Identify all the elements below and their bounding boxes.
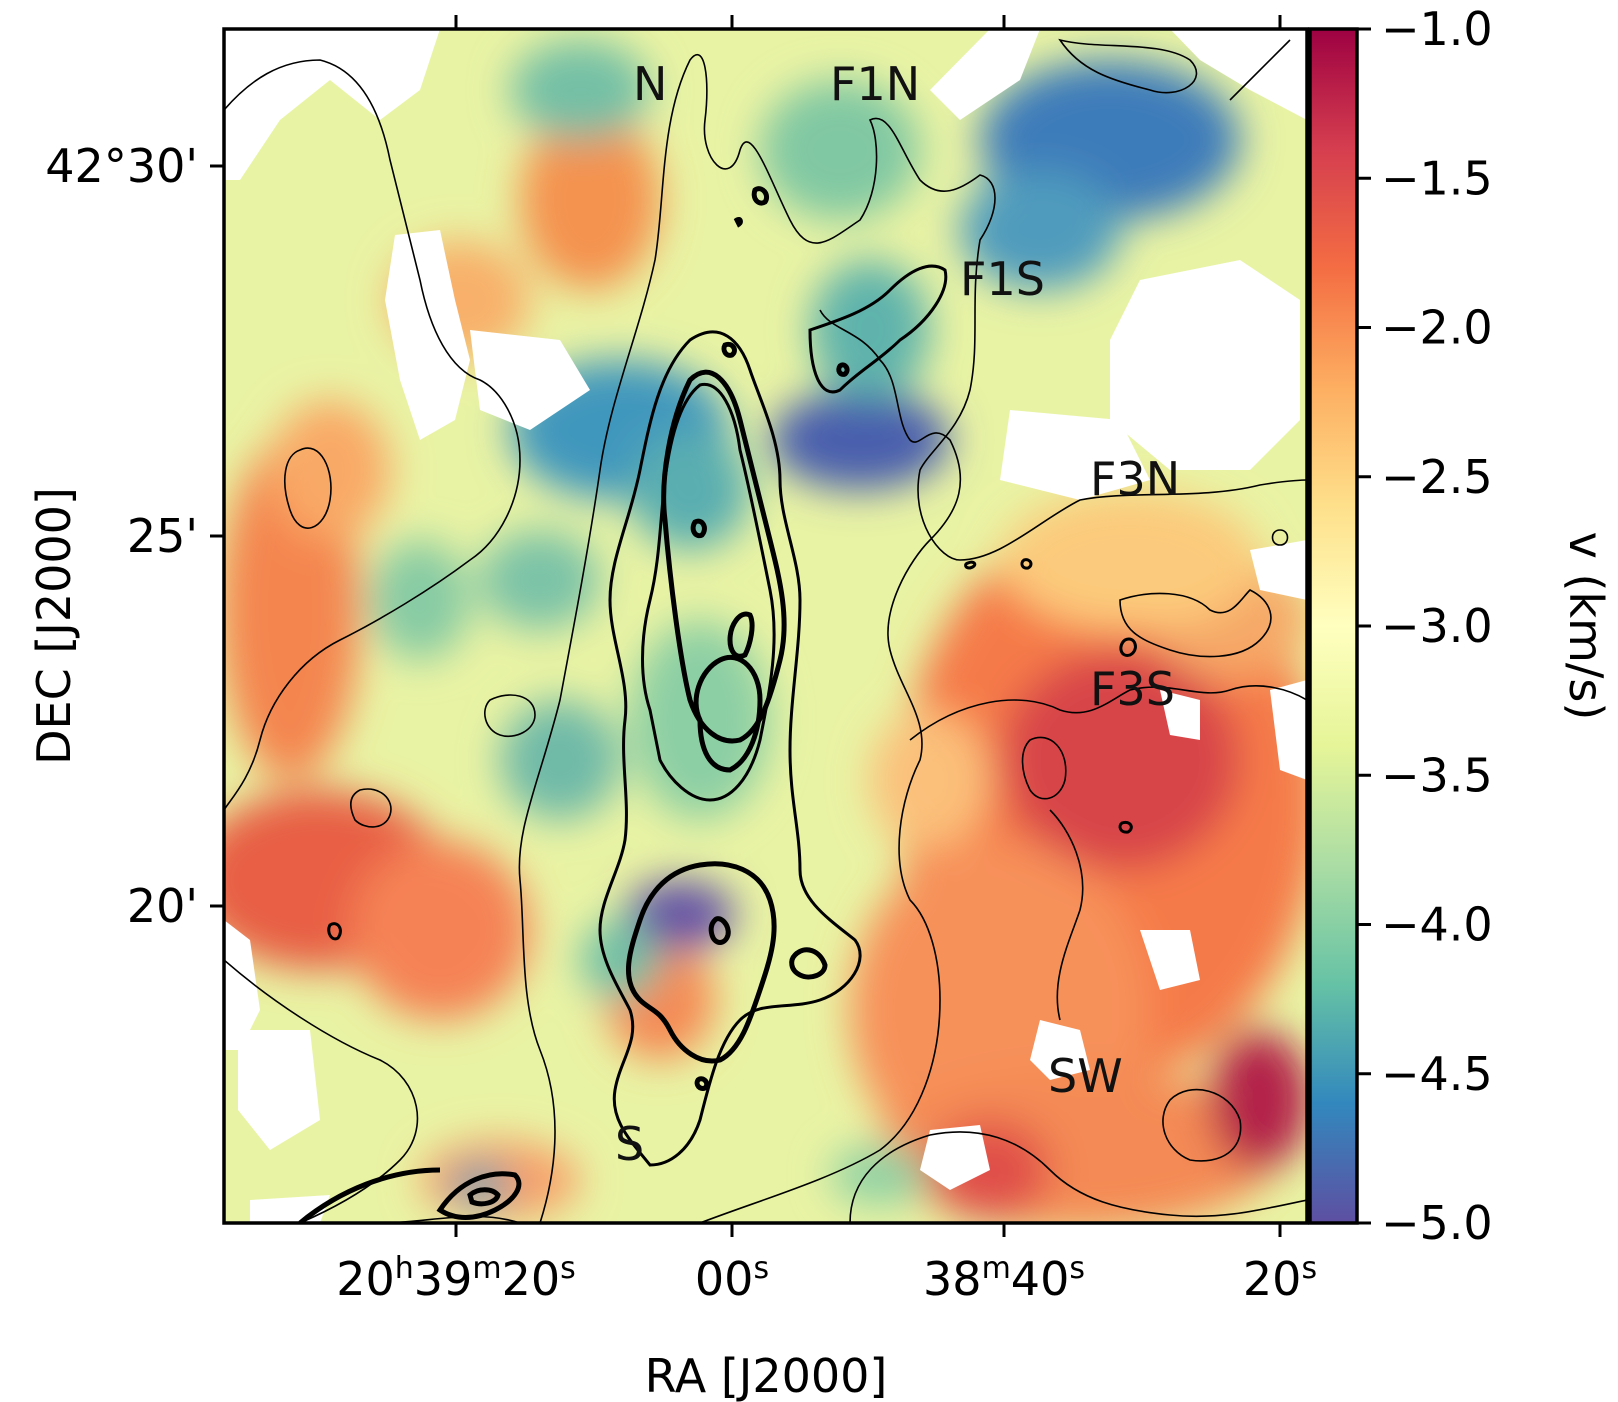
colorbar-tick-label: −5.0 <box>1381 1196 1493 1250</box>
y-axis-title: DEC [J2000] <box>27 487 81 765</box>
colorbar-tick-label: −2.5 <box>1381 450 1493 504</box>
region-label: F1S <box>960 252 1045 306</box>
colorbar-tick-label: −1.0 <box>1381 2 1493 56</box>
x-tick-label: 38m40s <box>923 1251 1085 1307</box>
x-axis <box>454 15 1282 1237</box>
plot-frame <box>222 27 1309 1225</box>
region-label: F3S <box>1090 662 1175 716</box>
x-tick-label: 20s <box>1243 1251 1317 1307</box>
x-axis-title: RA [J2000] <box>645 1349 888 1402</box>
colorbar-tick-label: −4.0 <box>1381 898 1493 952</box>
colorbar-ticks: −1.0 −1.5 −2.0 −2.5 −3.0 −3.5 −4.0 −4.5 −5.0 <box>1357 2 1493 1250</box>
colorbar-gradient <box>1308 27 1359 1225</box>
intensity-contours <box>224 38 1307 1223</box>
x-tick-labels: 20h39m20s 00s 38m40s 20s <box>336 1251 1317 1307</box>
region-label: S <box>615 1117 644 1171</box>
colorbar-label: v (km/s) <box>1559 532 1613 721</box>
region-label: SW <box>1048 1049 1123 1103</box>
x-tick-label: 00s <box>695 1251 769 1307</box>
region-label: F1N <box>830 57 920 111</box>
colorbar: −1.0 −1.5 −2.0 −2.5 −3.0 −3.5 −4.0 −4.5 −5.0 v (… <box>1308 2 1613 1250</box>
y-tick-label: 20' <box>127 879 198 933</box>
colorbar-tick-label: −1.5 <box>1381 151 1493 205</box>
colorbar-tick-label: −3.5 <box>1381 748 1493 802</box>
colorbar-tick-label: −4.5 <box>1381 1047 1493 1101</box>
y-tick-label: 42°30' <box>45 139 198 193</box>
region-label: F3N <box>1090 452 1180 506</box>
region-label: N <box>633 57 667 111</box>
y-tick-label: 25' <box>127 509 198 563</box>
region-labels: N F1N F1S F3N F3S SW S <box>615 57 1180 1171</box>
colorbar-tick-label: −3.0 <box>1381 599 1493 653</box>
x-tick-label: 20h39m20s <box>336 1251 576 1307</box>
colorbar-tick-label: −2.0 <box>1381 301 1493 355</box>
velocity-map <box>224 29 1307 1223</box>
